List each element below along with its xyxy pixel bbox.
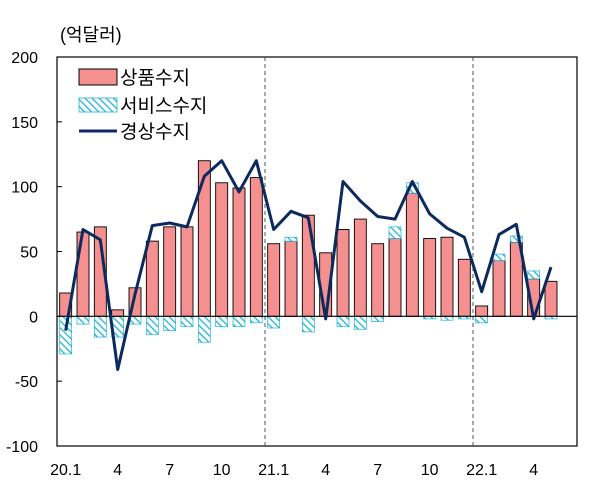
services-bar <box>388 226 402 239</box>
year-dividers <box>264 57 474 446</box>
goods-bar <box>457 258 471 317</box>
services-bar <box>163 315 177 331</box>
services-bar <box>301 315 315 333</box>
services-bar <box>492 253 506 261</box>
services-bar <box>93 315 107 338</box>
goods-bar <box>232 187 246 317</box>
goods-bar <box>336 229 350 317</box>
services-bar <box>527 270 541 280</box>
services-bar <box>509 235 523 243</box>
services-bar <box>371 315 385 322</box>
goods-bar <box>440 236 454 317</box>
unit-label: (억달러) <box>60 25 122 45</box>
goods-bar <box>388 238 402 317</box>
legend: 상품수지 서비스수지 경상수지 <box>78 67 207 143</box>
services-bar <box>249 315 263 324</box>
goods-bar <box>215 182 229 317</box>
goods-bar <box>163 226 177 317</box>
goods-bar <box>492 260 506 317</box>
goods-bar <box>76 231 90 317</box>
x-tick-label: 20.1 <box>50 462 81 479</box>
x-axis-ticks: 20.1 4 7 10 21.1 4 7 10 22.1 4 <box>50 462 538 479</box>
x-tick-label: 7 <box>373 462 382 479</box>
x-tick-label: 22.1 <box>466 462 497 479</box>
x-tick-label: 4 <box>529 462 538 479</box>
y-axis-ticks: 200 150 100 50 0 -50 -100 <box>6 50 62 456</box>
y-tick-label: 200 <box>11 50 38 67</box>
goods-bar <box>353 218 367 317</box>
legend-label-goods: 상품수지 <box>120 67 190 89</box>
services-bar <box>76 315 90 325</box>
y-tick-label: 100 <box>11 180 38 197</box>
services-bar <box>267 315 281 329</box>
goods-bar <box>423 238 437 317</box>
y-tick-label: -50 <box>15 374 38 391</box>
services-bar <box>197 315 211 343</box>
goods-bar <box>267 243 281 317</box>
goods-bar <box>371 243 385 317</box>
x-tick-label: 4 <box>321 462 330 479</box>
services-bar <box>336 315 350 328</box>
goods-bar <box>145 240 159 317</box>
goods-bar <box>249 177 263 317</box>
y-tick-label: 0 <box>29 309 38 326</box>
services-bar <box>145 315 159 335</box>
services-bar <box>284 236 298 242</box>
legend-swatch-services <box>78 97 118 113</box>
goods-bar <box>405 192 419 317</box>
current-account-line <box>64 159 553 371</box>
goods-bar <box>544 280 558 317</box>
bar-series <box>59 160 558 355</box>
services-bar <box>215 315 229 328</box>
legend-label-current: 경상수지 <box>120 121 190 143</box>
x-tick-label: 21.1 <box>258 462 289 479</box>
line-series <box>64 159 553 371</box>
x-tick-label: 10 <box>213 462 231 479</box>
services-bar <box>353 315 367 330</box>
y-tick-label: -100 <box>6 439 38 456</box>
services-bar <box>180 315 194 328</box>
y-tick-label: 150 <box>11 115 38 132</box>
services-bar <box>475 315 489 324</box>
goods-bar <box>284 240 298 317</box>
goods-bar <box>301 214 315 317</box>
goods-bar <box>111 309 125 317</box>
x-tick-label: 4 <box>113 462 122 479</box>
x-tick-label: 7 <box>165 462 174 479</box>
legend-swatch-goods <box>78 68 118 86</box>
x-tick-label: 10 <box>421 462 439 479</box>
y-tick-label: 50 <box>20 245 38 262</box>
goods-bar <box>475 305 489 317</box>
services-bar <box>232 315 246 328</box>
legend-label-services: 서비스수지 <box>120 95 207 117</box>
goods-bar <box>180 226 194 317</box>
